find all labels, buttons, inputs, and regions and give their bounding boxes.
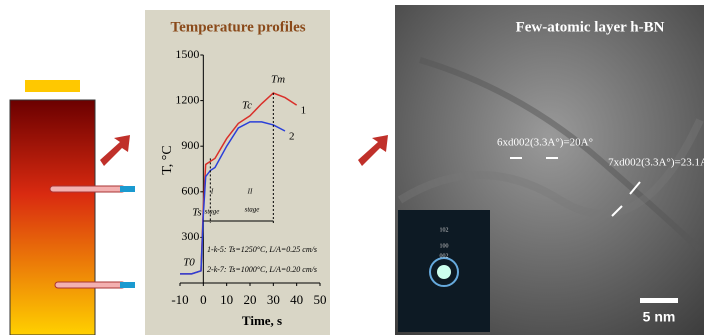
- annotation: T0: [183, 257, 195, 269]
- series-label: 1: [301, 105, 307, 117]
- annotation: II: [247, 188, 253, 196]
- tem-panel: Few-atomic layer h-BN 6xd002(3.3A°)=20A°…: [395, 5, 704, 335]
- scale-bar: [640, 298, 678, 303]
- y-axis-label: T, °C: [160, 145, 175, 174]
- y-tick-label: 600: [181, 184, 199, 198]
- y-tick-label: 1200: [175, 92, 199, 106]
- x-tick-label: 40: [290, 292, 303, 307]
- annotation: Ts: [192, 207, 201, 219]
- figure: Temperature profiles T, °C Time, s Few-a…: [0, 0, 704, 335]
- measure-label: 6xd002(3.3A°)=20A°: [497, 137, 593, 149]
- glow: [25, 80, 80, 92]
- arrow: [100, 135, 130, 166]
- x-axis-label: Time, s: [242, 313, 282, 328]
- annotation: 2-k-7: Ts=1000°C, L/A=0.20 cm/s: [207, 265, 317, 274]
- y-tick-label: 1500: [175, 47, 199, 61]
- thermocouple: [55, 282, 125, 288]
- chart-title: Temperature profiles: [170, 19, 305, 35]
- x-tick-label: 20: [244, 292, 257, 307]
- thermocouple-tip: [120, 186, 135, 192]
- arrow: [358, 135, 388, 166]
- y-tick-label: 300: [181, 229, 199, 243]
- series-label: 2: [289, 131, 295, 143]
- inset-label: 002: [440, 253, 449, 259]
- x-tick-label: 30: [267, 292, 280, 307]
- annotation: stage: [245, 206, 260, 214]
- y-tick-label: 900: [181, 138, 199, 152]
- x-tick-label: 10: [220, 292, 233, 307]
- scale-label: 5 nm: [643, 309, 676, 325]
- tem-title: Few-atomic layer h-BN: [516, 19, 665, 35]
- annotation: stage: [205, 208, 220, 216]
- x-tick-label: 0: [200, 292, 207, 307]
- thermocouple-tip: [120, 282, 135, 288]
- spot: [437, 265, 451, 279]
- annotation: 1-k-5: Ts=1250°C, L/A=0.25 cm/s: [207, 245, 317, 254]
- annotation: Tc: [242, 100, 252, 112]
- inset-label: 102: [440, 227, 449, 233]
- inset-label: 100: [440, 243, 449, 249]
- annotation: Tm: [271, 74, 285, 86]
- thermocouple: [50, 186, 125, 192]
- heater: [10, 80, 135, 335]
- x-tick-label: 50: [314, 292, 327, 307]
- measure-label: 7xd002(3.3A°)=23.1A: [608, 157, 704, 169]
- heater-body: [10, 100, 95, 335]
- x-tick-label: -10: [171, 292, 188, 307]
